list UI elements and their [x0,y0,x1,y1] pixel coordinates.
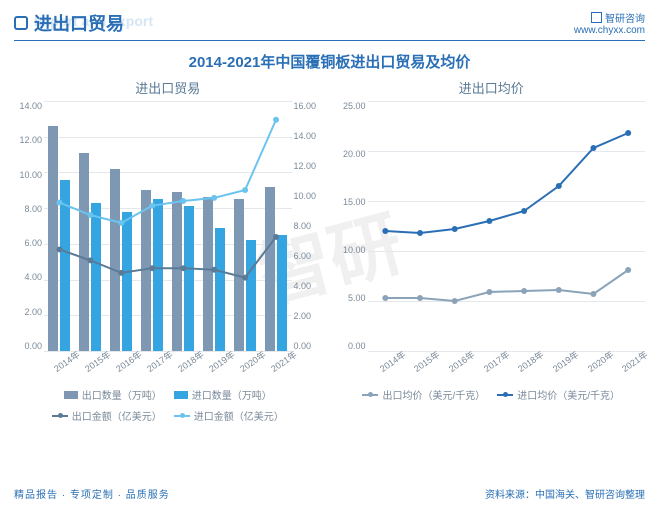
y-tick: 0.00 [10,341,42,351]
y-tick: 6.00 [10,238,42,248]
legend-label: 出口均价（美元/千克） [382,387,485,402]
y-tick: 4.00 [10,272,42,282]
brand-name: 智研咨询 [605,10,645,25]
y-tick: 0.00 [294,341,326,351]
legend-item: 进口数量（万吨） [174,387,272,402]
y-tick: 4.00 [294,281,326,291]
y-tick: 12.00 [10,135,42,145]
y-tick: 5.00 [334,293,366,303]
legend-swatch [174,391,188,399]
right-chart: 进出口均价 25.00 20.00 15.00 10.00 5.00 0.00 2014年… [334,78,650,423]
section-title: 进出口贸易 Import and export [34,10,124,36]
legend-swatch [362,394,378,396]
left-legend: 出口数量（万吨） 进口数量（万吨） 出口金额（亿美元） 进口金额（亿美元） [10,381,326,423]
legend-swatch [52,415,68,417]
y-tick: 2.00 [10,307,42,317]
y-tick: 10.00 [294,191,326,201]
legend-swatch [174,415,190,417]
right-plot: 25.00 20.00 15.00 10.00 5.00 0.00 2014年2015年2… [334,101,650,381]
legend-swatch [64,391,78,399]
legend-swatch [497,394,513,396]
legend-label: 进口金额（亿美元） [194,408,284,423]
legend-item: 出口数量（万吨） [64,387,162,402]
y-tick: 25.00 [334,101,366,111]
y-tick: 14.00 [10,101,42,111]
brand-icon [591,12,602,23]
right-subtitle: 进出口均价 [334,78,650,97]
y-tick: 12.00 [294,161,326,171]
right-y-axis: 25.00 20.00 15.00 10.00 5.00 0.00 [334,101,366,351]
legend-item: 出口均价（美元/千克） [362,387,485,402]
left-y-axis-right: 16.00 14.00 12.00 10.00 8.00 6.00 4.00 2.00 0.00 [294,101,326,351]
y-tick: 0.00 [334,341,366,351]
y-tick: 16.00 [294,101,326,111]
y-tick: 6.00 [294,251,326,261]
legend-item: 进口金额（亿美元） [174,408,284,423]
y-tick: 10.00 [10,170,42,180]
footer-right: 资料来源：中国海关、智研咨询整理 [485,486,645,501]
header: 进出口贸易 Import and export 智研咨询 www.chyxx.c… [0,0,659,40]
legend-label: 出口数量（万吨） [82,387,162,402]
left-plot: 14.00 12.00 10.00 8.00 6.00 4.00 2.00 0.00 16.0… [10,101,326,381]
charts-row: 进出口贸易 14.00 12.00 10.00 8.00 6.00 4.00 2.00 0.0… [0,78,659,423]
section-icon [14,16,28,30]
right-x-axis: 2014年2015年2016年2017年2018年2019年2020年2021年 [368,351,646,381]
legend-label: 出口金额（亿美元） [72,408,162,423]
y-tick: 2.00 [294,311,326,321]
y-tick: 8.00 [294,221,326,231]
y-tick: 14.00 [294,131,326,141]
right-lines [368,101,646,351]
footer: 精品报告 · 专项定制 · 品质服务 资料来源：中国海关、智研咨询整理 [0,482,659,507]
y-tick: 15.00 [334,197,366,207]
footer-left: 精品报告 · 专项定制 · 品质服务 [14,486,170,501]
left-y-axis: 14.00 12.00 10.00 8.00 6.00 4.00 2.00 0.00 [10,101,42,351]
legend-item: 进口均价（美元/千克） [497,387,620,402]
section-title-cn: 进出口贸易 [34,14,124,34]
legend-label: 进口数量（万吨） [192,387,272,402]
left-chart: 进出口贸易 14.00 12.00 10.00 8.00 6.00 4.00 2.00 0.0… [10,78,326,423]
y-tick: 20.00 [334,149,366,159]
left-x-axis: 2014年2015年2016年2017年2018年2019年2020年2021年 [44,351,292,381]
legend-item: 出口金额（亿美元） [52,408,162,423]
brand-block: 智研咨询 www.chyxx.com [574,10,645,36]
left-subtitle: 进出口贸易 [10,78,326,97]
y-tick: 10.00 [334,245,366,255]
y-tick: 8.00 [10,204,42,214]
left-lines [44,101,292,351]
chart-title: 2014-2021年中国覆铜板进出口贸易及均价 [0,41,659,78]
brand-site: www.chyxx.com [574,25,645,36]
legend-label: 进口均价（美元/千克） [517,387,620,402]
